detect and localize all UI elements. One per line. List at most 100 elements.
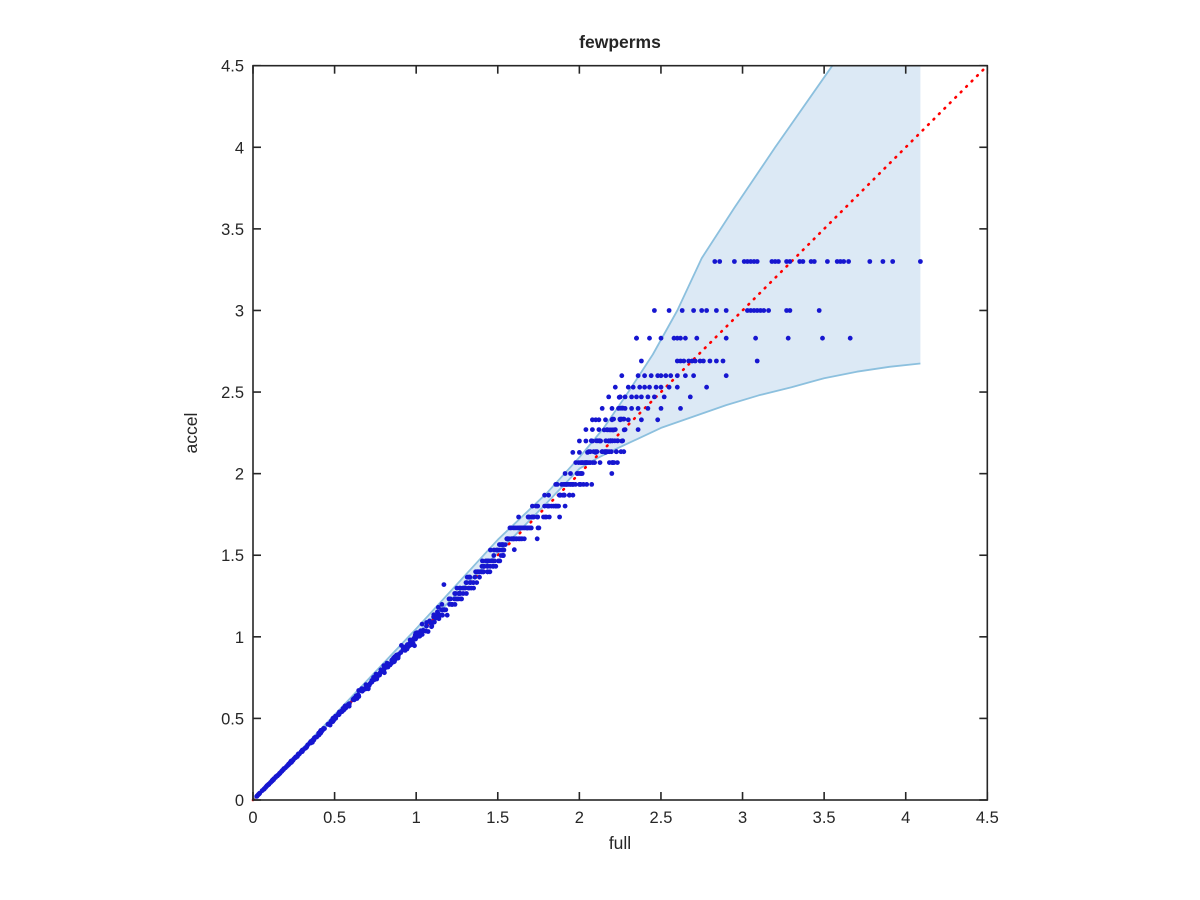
data-point (566, 492, 572, 498)
data-point (754, 259, 760, 264)
data-point (464, 591, 469, 596)
data-point (424, 623, 429, 629)
data-point (639, 394, 644, 400)
data-point (639, 358, 644, 364)
data-point (516, 514, 521, 520)
data-point (606, 394, 612, 400)
data-point (354, 693, 360, 699)
data-point (704, 384, 709, 390)
data-point (634, 394, 639, 400)
data-point (753, 335, 758, 341)
data-point (622, 394, 628, 400)
x-tick-label: 4.5 (976, 809, 999, 827)
data-point (666, 384, 672, 390)
data-point (846, 259, 851, 264)
data-point (525, 514, 531, 520)
data-point (512, 536, 518, 542)
data-point (259, 788, 265, 794)
data-point (648, 373, 654, 379)
data-point (583, 438, 589, 444)
data-point (535, 514, 541, 520)
data-point (758, 308, 763, 313)
data-point (308, 739, 314, 744)
data-point (557, 492, 563, 498)
data-point (614, 449, 619, 455)
data-point (615, 460, 620, 465)
data-point (476, 569, 482, 575)
data-point (653, 384, 659, 390)
data-point (723, 308, 729, 313)
data-point (625, 384, 631, 390)
data-point (609, 438, 615, 444)
data-point (658, 335, 664, 341)
data-point (477, 574, 482, 580)
data-point (776, 259, 781, 264)
data-point (404, 645, 410, 651)
data-point (605, 449, 610, 455)
data-point (556, 503, 561, 509)
data-point (621, 449, 627, 455)
data-point (639, 417, 644, 423)
data-point (511, 525, 516, 531)
data-point (596, 427, 602, 432)
y-tick-label: 1 (235, 629, 244, 647)
data-point (562, 471, 568, 476)
data-point (316, 732, 322, 738)
data-point (697, 358, 703, 364)
data-point (588, 438, 594, 444)
data-point (642, 384, 647, 390)
data-point (413, 630, 419, 636)
data-point (573, 460, 579, 465)
data-point (784, 308, 789, 313)
data-point (443, 607, 449, 613)
data-point (712, 259, 718, 264)
data-point (597, 438, 603, 444)
data-point (629, 406, 634, 411)
data-point (691, 308, 696, 313)
data-point (468, 585, 474, 591)
data-point (561, 482, 567, 487)
data-point (557, 514, 562, 520)
data-point (431, 619, 437, 625)
y-tick-label: 0 (235, 792, 244, 810)
data-point (748, 308, 754, 313)
data-point (674, 384, 680, 390)
data-point (497, 558, 503, 564)
x-axis-label: full (609, 833, 631, 853)
data-point (546, 492, 551, 498)
data-point (345, 703, 351, 709)
y-tick-label: 0.5 (221, 710, 244, 728)
data-point (619, 416, 624, 422)
data-point (658, 373, 664, 379)
data-point (590, 460, 596, 465)
chart-title: fewperms (579, 32, 661, 52)
data-point (655, 417, 661, 423)
data-point (464, 580, 470, 585)
data-point (530, 503, 535, 509)
data-point (748, 259, 754, 264)
data-point (645, 394, 651, 400)
data-point (608, 427, 614, 433)
data-point (679, 308, 685, 313)
data-point (326, 722, 332, 727)
data-point (642, 373, 647, 379)
data-point (400, 647, 406, 653)
data-point (471, 580, 476, 585)
data-point (590, 417, 595, 423)
data-point (867, 259, 873, 264)
data-point (518, 536, 524, 542)
x-tick-label: 1 (412, 809, 421, 827)
data-point (562, 503, 568, 509)
x-tick-label: 2.5 (649, 809, 672, 827)
data-point (384, 660, 390, 666)
data-point (890, 259, 896, 264)
data-point (841, 259, 847, 264)
data-point (519, 525, 524, 531)
data-point (339, 709, 345, 714)
data-point (658, 406, 664, 411)
data-point (678, 406, 683, 411)
data-point (359, 687, 365, 693)
confidence-band-fill (253, 65, 921, 800)
data-point (723, 335, 729, 341)
